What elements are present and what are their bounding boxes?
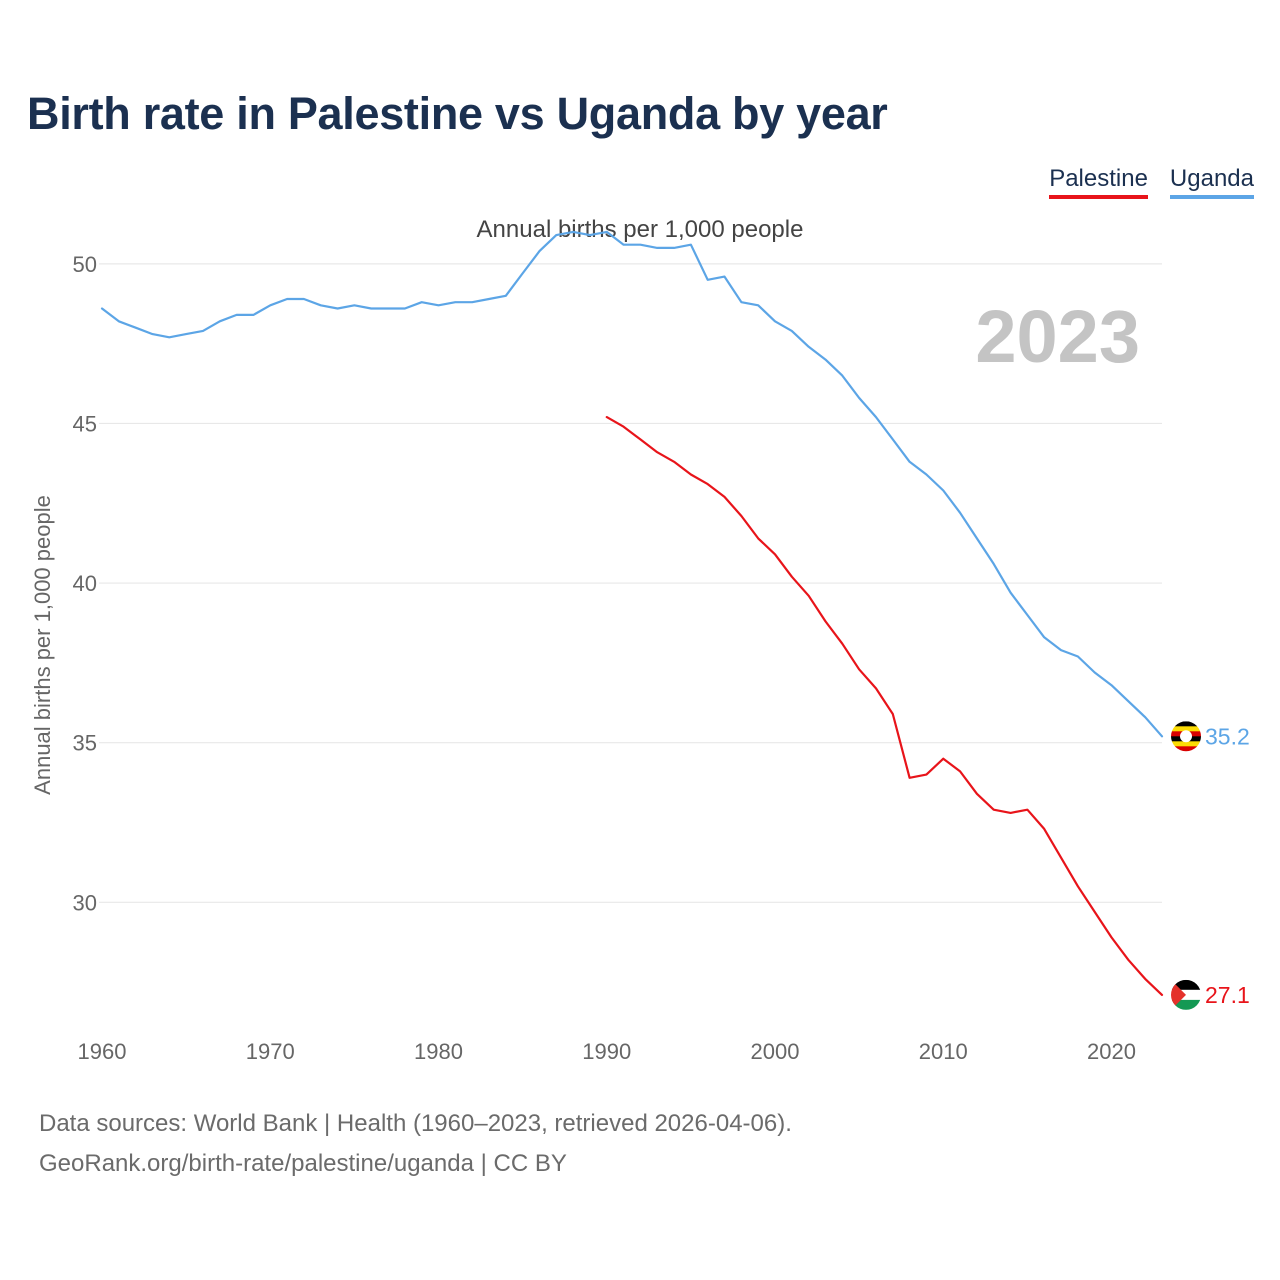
flag-triangle — [1171, 979, 1186, 1010]
source-line-2[interactable]: GeoRank.org/birth-rate/palestine/uganda … — [39, 1150, 567, 1177]
flag-stripe — [1171, 726, 1201, 732]
x-tick-label-1970: 1970 — [246, 1039, 295, 1064]
flag-stripe — [1171, 999, 1201, 1010]
series-line-uganda — [100, 230, 1164, 738]
chart-subtitle: Annual births per 1,000 people — [476, 216, 804, 243]
flag-stripe — [1171, 721, 1201, 727]
y-tick-label-40: 40 — [73, 571, 97, 596]
x-tick-label-2000: 2000 — [751, 1039, 800, 1064]
y-tick-label-50: 50 — [73, 252, 97, 277]
source-note: Data sources: World Bank | Health (1960–… — [39, 1104, 792, 1184]
flag-stripe — [1171, 741, 1201, 747]
x-tick-label-1960: 1960 — [78, 1039, 127, 1064]
flag-stripe — [1171, 979, 1201, 990]
legend-item-palestine[interactable]: Palestine — [1049, 164, 1148, 199]
y-tick-label-45: 45 — [73, 411, 97, 436]
palestine-flag-icon — [1171, 979, 1201, 1010]
x-tick-label-2010: 2010 — [919, 1039, 968, 1064]
x-tick-label-1980: 1980 — [414, 1039, 463, 1064]
y-axis-title: Annual births per 1,000 people — [30, 495, 55, 795]
source-line-1: Data sources: World Bank | Health (1960–… — [39, 1110, 792, 1137]
end-value-label-palestine: 27.1 — [1205, 982, 1250, 1008]
legend: Palestine Uganda — [1049, 164, 1254, 199]
end-value-label-uganda: 35.2 — [1205, 723, 1250, 749]
uganda-flag-icon — [1171, 721, 1201, 752]
y-tick-label-30: 30 — [73, 890, 97, 915]
flag-stripe — [1171, 746, 1201, 752]
chart-title: Birth rate in Palestine vs Uganda by yea… — [27, 88, 888, 139]
year-label: 2023 — [975, 295, 1140, 378]
flag-emblem — [1180, 730, 1192, 743]
x-tick-label-1990: 1990 — [582, 1039, 631, 1064]
legend-item-uganda[interactable]: Uganda — [1169, 164, 1254, 199]
series-line-palestine — [605, 416, 1164, 996]
y-tick-label-35: 35 — [73, 731, 97, 756]
x-tick-label-2020: 2020 — [1087, 1039, 1136, 1064]
